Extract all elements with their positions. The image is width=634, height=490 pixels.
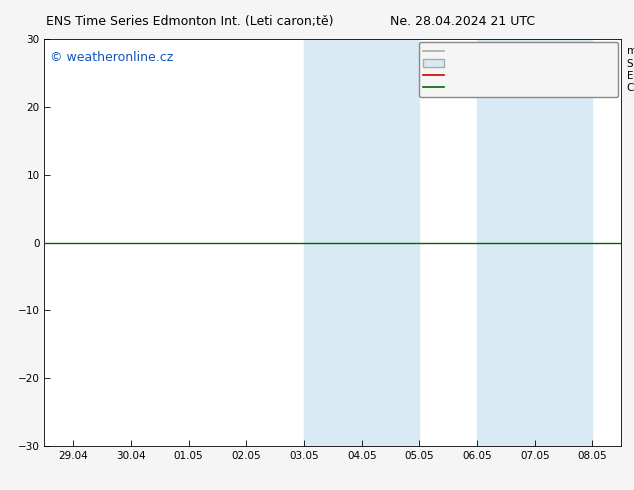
Legend: min/max, Sm  283;rodatn acute; odchylka, Ensemble mean run, Controll run: min/max, Sm 283;rodatn acute; odchylka, … [418,42,618,97]
Text: Ne. 28.04.2024 21 UTC: Ne. 28.04.2024 21 UTC [391,15,535,28]
Bar [477,39,534,446]
Text: © weatheronline.cz: © weatheronline.cz [50,51,174,64]
Text: ENS Time Series Edmonton Int. (Leti caron;tě): ENS Time Series Edmonton Int. (Leti caro… [46,15,334,28]
Bar [361,39,420,446]
Bar [534,39,592,446]
Bar [304,39,361,446]
